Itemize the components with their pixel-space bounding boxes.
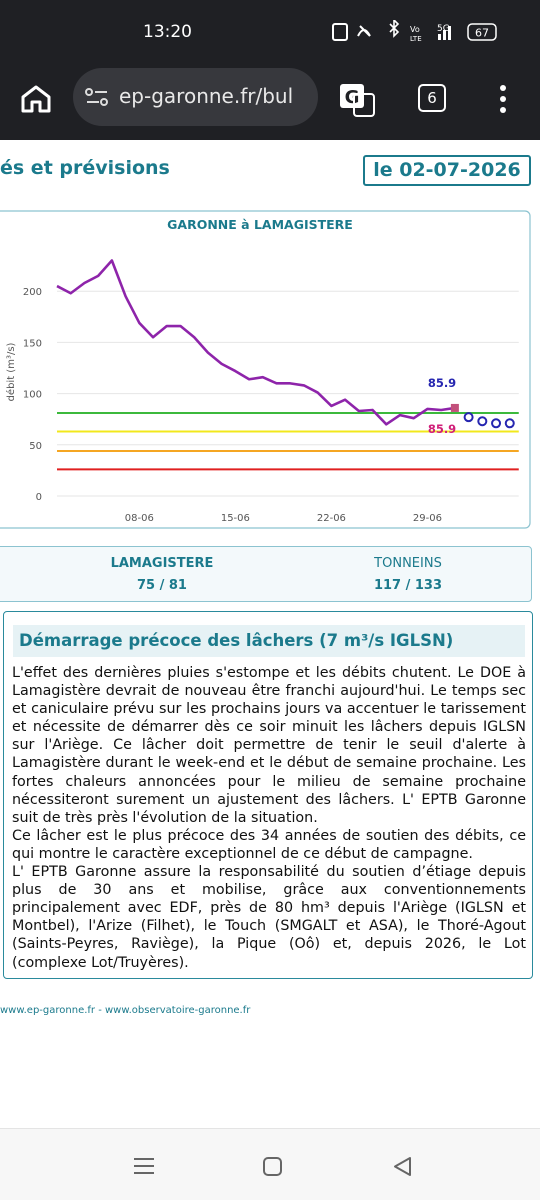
y-tick-label: 200 bbox=[23, 287, 42, 298]
section-heading: és et prévisions bbox=[0, 157, 170, 179]
stations-panel: LAMAGISTERE 75 / 81 TONNEINS 117 / 133 bbox=[0, 546, 532, 602]
station-name: TONNEINS bbox=[374, 556, 442, 571]
back-button[interactable] bbox=[392, 1156, 414, 1178]
bulletin-text: L'effet des dernières pluies s'estompe e… bbox=[12, 664, 526, 972]
y-tick-label: 100 bbox=[23, 390, 42, 401]
url-bar[interactable]: ep-garonne.fr/bul bbox=[73, 68, 318, 126]
bulletin-title: Démarrage précoce des lâchers (7 m³/s IG… bbox=[13, 625, 525, 657]
browser-toolbar: ep-garonne.fr/bul G 6 bbox=[0, 66, 540, 140]
value-annotation: 85.9 bbox=[428, 376, 456, 390]
value-annotation: 85.9 bbox=[428, 422, 456, 436]
tabs-button[interactable]: 6 bbox=[418, 84, 446, 112]
chart: GARONNE à LAMAGISTERE débit (m³/s) 0 50 10… bbox=[0, 210, 531, 529]
navigation-bar bbox=[0, 1128, 540, 1200]
forecast-point bbox=[504, 418, 515, 429]
date-box: le 02-07-2026 bbox=[363, 155, 531, 186]
y-tick-label: 0 bbox=[36, 492, 42, 503]
x-tick-label: 22-06 bbox=[317, 513, 346, 524]
time: 13:20 bbox=[143, 22, 192, 42]
menu-button[interactable] bbox=[497, 84, 509, 114]
translate-button[interactable]: G bbox=[338, 80, 376, 118]
status-bar: 13:20 Vo LTE 5G 67 bbox=[0, 0, 540, 66]
forecast-point bbox=[477, 416, 488, 427]
chart-title: GARONNE à LAMAGISTERE bbox=[167, 217, 353, 232]
home-nav-button[interactable] bbox=[262, 1156, 284, 1178]
svg-text:G: G bbox=[345, 87, 360, 108]
footer-links[interactable]: www.ep-garonne.fr - www.observatoire-gar… bbox=[0, 1005, 251, 1016]
svg-text:LTE: LTE bbox=[410, 35, 422, 43]
x-tick-label: 29-06 bbox=[413, 513, 442, 524]
bulletin: Démarrage précoce des lâchers (7 m³/s IG… bbox=[3, 611, 533, 979]
network: 5G bbox=[437, 24, 450, 34]
station-values: 117 / 133 bbox=[373, 578, 443, 593]
paragraph: L'effet des dernières pluies s'estompe e… bbox=[12, 665, 526, 826]
home-button[interactable] bbox=[20, 84, 52, 114]
last-observed-marker bbox=[450, 403, 459, 412]
url-text: ep-garonne.fr/bul bbox=[119, 84, 294, 108]
station-values: 75 / 81 bbox=[137, 578, 187, 593]
x-tick-label: 08-06 bbox=[125, 513, 154, 524]
flow-line bbox=[56, 259, 456, 426]
station-name: LAMAGISTERE bbox=[110, 556, 214, 571]
recent-apps-button[interactable] bbox=[133, 1157, 155, 1175]
svg-text:Vo: Vo bbox=[410, 25, 420, 34]
forecast-point bbox=[491, 418, 502, 429]
forecast-point bbox=[463, 412, 474, 423]
paragraph: L' EPTB Garonne assure la responsabilité… bbox=[12, 864, 526, 971]
y-tick-label: 50 bbox=[29, 441, 42, 452]
paragraph: Ce lâcher est le plus précoce des 34 ann… bbox=[12, 827, 526, 862]
battery: 67 bbox=[475, 27, 489, 40]
y-tick-label: 150 bbox=[23, 338, 42, 349]
y-axis-label: débit (m³/s) bbox=[5, 342, 17, 401]
x-tick-label: 15-06 bbox=[221, 513, 250, 524]
chart-frame bbox=[0, 210, 531, 529]
